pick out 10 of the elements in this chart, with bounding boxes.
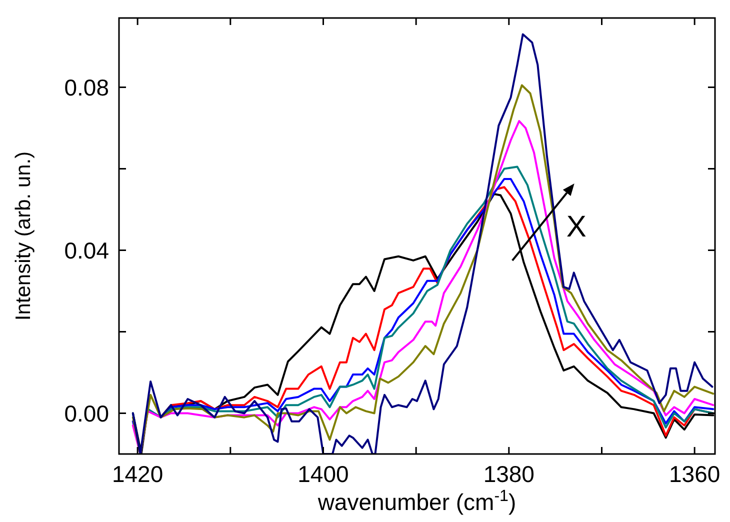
y-tick-label: 0.08 (64, 74, 109, 100)
y-tick-label: 0.00 (64, 400, 109, 426)
x-axis-title: wavenumber (cm$^{-1}$) (316, 487, 516, 515)
annotation: X (566, 210, 586, 244)
y-tick-label: 0.04 (64, 237, 110, 264)
x-tick-label: 1400 (298, 461, 349, 487)
x-tick-label: 1420 (112, 461, 164, 487)
y-axis-title: Intensity (arb. un.) (12, 151, 35, 321)
x-tick-label: 1360 (668, 461, 720, 487)
x-tick-label: 1380 (483, 461, 534, 487)
